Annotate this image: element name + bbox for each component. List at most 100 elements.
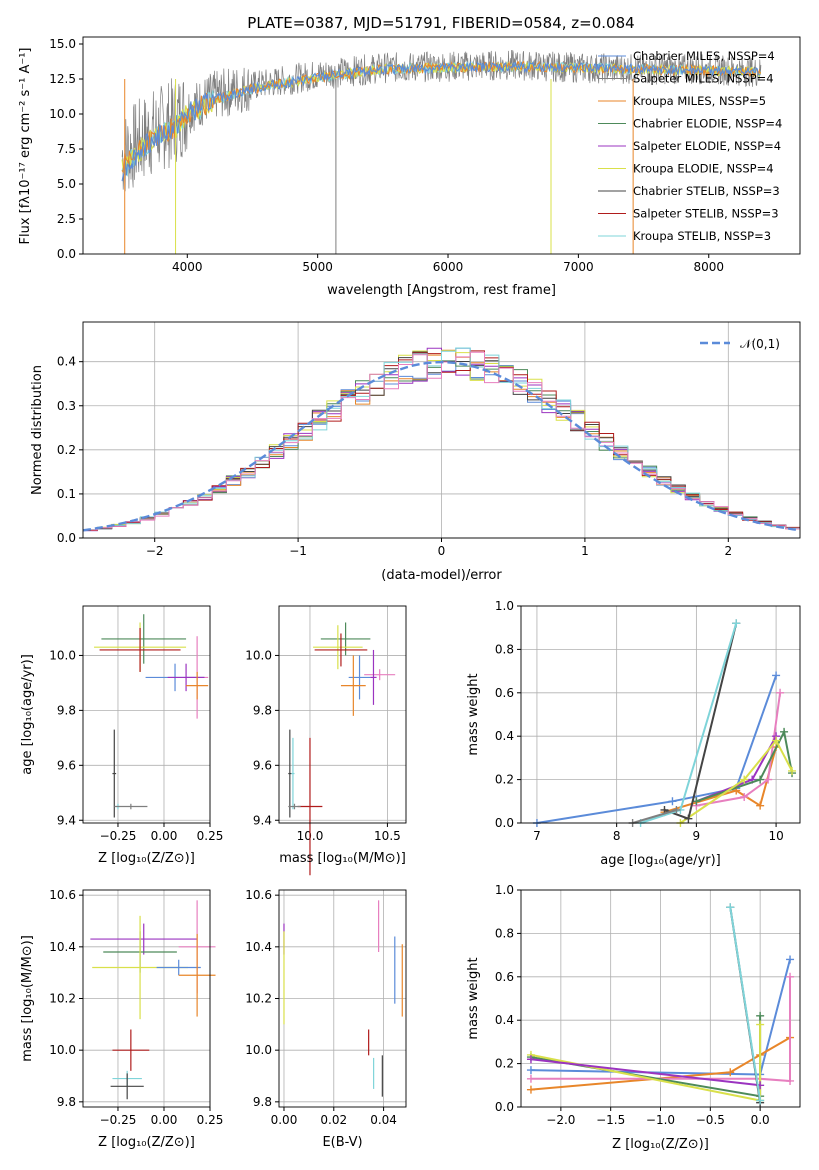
y-axis-label: mass weight	[466, 957, 481, 1039]
model-spectrum	[121, 61, 761, 174]
axes-frame	[520, 605, 801, 824]
y-axis-label: Flux [fλ10⁻¹⁷ erg cm⁻² s⁻¹ A⁻¹]	[18, 48, 33, 245]
x-tick-label: −2.0	[546, 1113, 575, 1127]
axes-frame	[278, 889, 407, 1108]
y-tick-label: 0.0	[495, 1100, 514, 1114]
axes-frame	[520, 889, 801, 1108]
weight-marker	[684, 814, 693, 823]
y-tick-label: 1.0	[495, 599, 514, 613]
y-tick-label: 0.8	[495, 926, 514, 940]
y-tick-label: 0.1	[57, 487, 76, 501]
y-tick-label: 10.0	[49, 107, 76, 121]
weight-marker	[786, 1076, 795, 1085]
weight-marker	[764, 775, 773, 784]
x-tick-label: 8000	[693, 260, 724, 274]
weight-marker	[726, 1068, 735, 1077]
x-tick-label: −0.25	[100, 1113, 137, 1127]
y-tick-label: 15.0	[49, 37, 76, 51]
y-tick-label: 2.5	[57, 212, 76, 226]
legend-label: Salpeter ELODIE, NSSP=4	[633, 139, 781, 153]
y-axis-label: mass weight	[466, 673, 481, 755]
x-tick-label: 0.00	[151, 829, 178, 843]
y-tick-label: 10.0	[245, 648, 272, 662]
weight-series	[530, 1058, 761, 1087]
axes-frame	[82, 889, 211, 1108]
x-tick-label: 0.00	[151, 1113, 178, 1127]
x-axis-label: Z [log₁₀(Z/Z⊙)]	[612, 1137, 709, 1152]
y-tick-label: 0.4	[495, 1013, 514, 1027]
histogram-plot	[83, 347, 800, 532]
weight-marker	[788, 766, 797, 775]
y-tick-label: 0.6	[495, 970, 514, 984]
observed-spectrum	[121, 49, 762, 192]
x-tick-label: −0.5	[696, 1113, 725, 1127]
x-tick-label: −0.25	[100, 829, 137, 843]
chart-weight-vs-age: 7 8 9 10 0.0 0.2 0.4 0.6 0.8 1.0 age [log₁₀(age/yr…	[466, 599, 801, 868]
y-tick-label: 0.0	[57, 247, 76, 261]
legend-label: Kroupa MILES, NSSP=5	[633, 94, 766, 108]
weight-marker	[780, 727, 789, 736]
histogram-series	[83, 351, 800, 531]
y-tick-label: 10.4	[49, 940, 76, 954]
model-spectrum	[121, 60, 761, 174]
weight-marker	[692, 797, 701, 806]
x-tick-label: −1.5	[596, 1113, 625, 1127]
x-tick-label: 10.5	[374, 829, 401, 843]
y-tick-label: 7.5	[57, 142, 76, 156]
y-tick-label: 10.0	[49, 1043, 76, 1057]
axes-frame	[82, 321, 801, 539]
y-axis-label: mass [log₁₀(M/M⊙)]	[20, 935, 35, 1062]
x-tick-label: 9	[693, 829, 701, 843]
y-tick-label: 10.0	[49, 648, 76, 662]
y-tick-label: 10.2	[49, 992, 76, 1006]
y-tick-label: 0.0	[495, 816, 514, 830]
weight-series	[531, 976, 791, 1083]
y-axis-label: Normed distribution	[30, 365, 45, 495]
y-tick-label: 10.2	[245, 992, 272, 1006]
x-tick-label: 0.25	[197, 829, 224, 843]
weight-marker	[526, 1074, 535, 1083]
figure-title: PLATE=0387, MJD=51791, FIBERID=0584, z=0…	[247, 14, 634, 32]
x-tick-label: 5000	[302, 260, 333, 274]
x-tick-label: 7000	[563, 260, 594, 274]
x-tick-label: −1	[289, 544, 307, 558]
weight-marker	[732, 619, 741, 628]
y-tick-label: 9.8	[253, 1095, 272, 1109]
legend-label: Chabrier MILES, NSSP=4	[633, 49, 775, 63]
weight-marker	[772, 671, 781, 680]
weight-marker	[756, 1011, 765, 1020]
chart-spectrum: 4000 5000 6000 7000 8000 0.0 2.5 5.0 7.5 10.0 12.5…	[18, 36, 801, 298]
weight-marker	[776, 688, 785, 697]
weight-marker	[756, 1096, 765, 1105]
chart-mass-vs-EBV: 0.00 0.02 0.04 9.8 10.0 10.2 10.4 10.6 E(B-V)	[245, 888, 407, 1150]
y-tick-label: 0.0	[57, 531, 76, 545]
weight-marker	[740, 775, 749, 784]
chart-residuals: −2 −1 0 1 2 0.0 0.1 0.2 0.3 0.4 (data-model)/error…	[30, 321, 801, 583]
y-tick-label: 9.4	[57, 813, 76, 827]
x-tick-label: 0.02	[320, 1113, 347, 1127]
chart-weight-vs-Z: −2.0 −1.5 −1.0 −0.5 0.0 0.0 0.2 0.4 0.6 0.8 1.0 Z […	[466, 883, 801, 1152]
legend-label: Kroupa ELODIE, NSSP=4	[633, 162, 774, 176]
axes-frame	[278, 605, 407, 824]
weight-marker	[786, 972, 795, 981]
weight-marker	[756, 1020, 765, 1029]
x-axis-label: age [log₁₀(age/yr)]	[600, 853, 721, 868]
weight-series	[632, 809, 677, 824]
weight-marker	[786, 955, 795, 964]
x-tick-label: 0.00	[271, 1113, 298, 1127]
axes-frame	[82, 605, 211, 824]
weight-marker	[672, 805, 681, 814]
y-tick-label: 0.6	[495, 686, 514, 700]
x-tick-label: 8	[613, 829, 621, 843]
charts: 4000 5000 6000 7000 80000.02.55.07.510.012.5…	[18, 36, 801, 1152]
y-tick-label: 9.8	[57, 703, 76, 717]
y-tick-label: 9.4	[253, 813, 272, 827]
x-tick-label: 0.04	[370, 1113, 397, 1127]
y-tick-label: 0.8	[495, 642, 514, 656]
y-tick-label: 10.6	[49, 888, 76, 902]
x-tick-label: 0.25	[197, 1113, 224, 1127]
x-axis-label: E(B-V)	[322, 1135, 362, 1150]
x-tick-label: 1	[581, 544, 589, 558]
x-tick-label: 6000	[433, 260, 464, 274]
legend-label: Salpeter MILES, NSSP=4	[633, 72, 774, 86]
